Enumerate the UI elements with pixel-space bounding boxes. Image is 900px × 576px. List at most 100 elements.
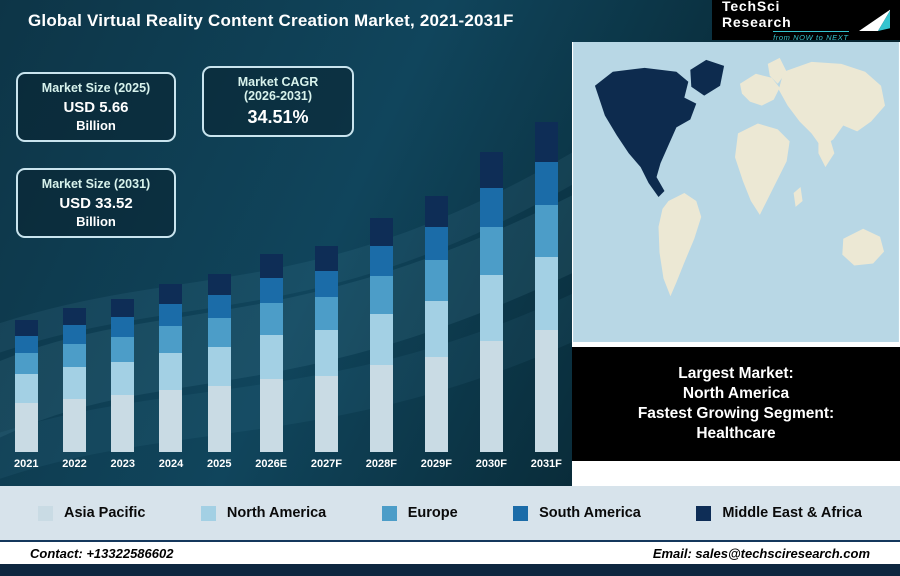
bar-stack: [369, 217, 393, 452]
bar-segment-middle-east-africa: [207, 273, 231, 296]
map-panel: Largest Market: North America Fastest Gr…: [572, 42, 900, 486]
logo-name: TechSci Research: [722, 0, 792, 30]
bar-segment-south-america: [534, 161, 558, 205]
bar-stack: [424, 196, 448, 452]
bar-segment-north-america: [111, 361, 135, 396]
bar-segment-europe: [159, 325, 183, 353]
bar-segment-asia-pacific: [207, 386, 231, 452]
footer-email: Email: sales@techsciresearch.com: [652, 545, 870, 561]
continent-scandinavia: [767, 57, 787, 84]
x-axis-label-2022: 2022: [62, 458, 87, 470]
x-axis-label-2029f: 2029F: [420, 458, 452, 470]
legend-label-south-america: South America: [539, 505, 641, 521]
x-axis-label-2028f: 2028F: [365, 458, 397, 470]
continent-africa: [735, 123, 790, 215]
world-map: [573, 42, 899, 342]
continent-north-america: [594, 67, 697, 197]
info-box-title: Market Size (2031): [41, 177, 151, 191]
bar-segment-north-america: [259, 335, 283, 379]
bar-column-2021: 2021: [14, 320, 38, 470]
bar-column-2028f: 2028F: [365, 217, 397, 470]
x-axis-label-2026e: 2026E: [255, 458, 288, 470]
bar-segment-south-america: [479, 187, 503, 227]
bar-segment-europe: [369, 276, 393, 314]
x-axis-label-2031f: 2031F: [530, 458, 562, 470]
bar-segment-middle-east-africa: [534, 122, 558, 162]
bar-segment-middle-east-africa: [159, 283, 183, 304]
bar-stack: [534, 122, 558, 452]
bar-segment-europe: [479, 226, 503, 275]
info-box-subtitle: (2026-2031): [243, 89, 313, 103]
bar-segment-asia-pacific: [259, 378, 283, 452]
bar-column-2027f: 2027F: [311, 245, 342, 470]
bar-segment-europe: [14, 353, 38, 375]
bar-segment-middle-east-africa: [479, 151, 503, 188]
info-box-value: USD 5.66: [63, 99, 129, 116]
bar-segment-middle-east-africa: [14, 320, 38, 336]
bar-segment-asia-pacific: [314, 375, 338, 452]
largest-market-label: Largest Market:: [678, 365, 794, 382]
x-axis-label-2021: 2021: [14, 458, 39, 470]
legend-label-middle-east-africa: Middle East & Africa: [722, 505, 862, 521]
bar-column-2024: 2024: [159, 283, 183, 470]
techsci-logo: TechSci Research from NOW to NEXT: [712, 0, 900, 42]
continent-greenland: [690, 59, 725, 96]
continent-europe: [739, 73, 780, 106]
bar-column-2029f: 2029F: [421, 196, 452, 470]
bar-segment-north-america: [314, 330, 338, 376]
bar-segment-middle-east-africa: [369, 217, 393, 246]
bar-stack: [111, 298, 135, 452]
logo-arrow-icon: [858, 9, 890, 31]
logo-tagline: from NOW to NEXT: [773, 31, 849, 42]
info-box-market-cagr: Market CAGR (2026-2031) 34.51%: [202, 66, 354, 137]
stacked-bar-chart: 2021 2022 2023 2024 2025 2026E 2027F 2028F 2029F…: [14, 122, 562, 470]
bar-segment-europe: [534, 204, 558, 258]
bar-segment-north-america: [14, 374, 38, 404]
bar-segment-asia-pacific: [62, 398, 86, 452]
info-box-market-size-2031: Market Size (2031) USD 33.52 Billion: [16, 168, 176, 238]
bar-segment-middle-east-africa: [259, 253, 283, 278]
legend-swatch-north-america: [200, 505, 216, 521]
info-box-unit: Billion: [76, 214, 116, 229]
legend-label-europe: Europe: [407, 505, 458, 521]
bar-column-2023: 2023: [110, 298, 135, 470]
legend-item-middle-east-africa: Middle East & Africa: [696, 505, 862, 521]
bar-segment-north-america: [424, 300, 448, 358]
bar-segment-south-america: [369, 245, 393, 277]
info-box-value: 34.51%: [247, 107, 309, 127]
info-box-title: Market Size (2025): [41, 81, 151, 95]
bar-segment-north-america: [207, 346, 231, 386]
x-axis-label-2030f: 2030F: [475, 458, 507, 470]
bar-segment-north-america: [479, 274, 503, 341]
bar-column-2031f: 2031F: [531, 122, 562, 470]
info-box-value: USD 33.52: [59, 195, 133, 212]
x-axis-label-2023: 2023: [110, 458, 135, 470]
legend-item-europe: Europe: [381, 505, 458, 521]
bar-segment-asia-pacific: [479, 340, 503, 452]
legend-swatch-middle-east-africa: [696, 505, 712, 521]
page-title: Global Virtual Reality Content Creation …: [28, 11, 514, 30]
chart-legend: Asia Pacific North America Europe South Ame…: [0, 486, 900, 540]
bar-stack: [207, 273, 231, 452]
subcontinent-india: [818, 136, 835, 168]
info-box-market-size-2025: Market Size (2025) USD 5.66 Billion: [16, 72, 176, 142]
bar-segment-north-america: [62, 367, 86, 399]
legend-label-asia-pacific: Asia Pacific: [64, 505, 146, 521]
bar-segment-north-america: [159, 352, 183, 390]
bar-segment-asia-pacific: [424, 357, 448, 452]
bar-segment-south-america: [207, 295, 231, 319]
bar-column-2030f: 2030F: [475, 151, 507, 470]
bar-column-2026e: 2026E: [255, 253, 288, 470]
bar-segment-middle-east-africa: [111, 298, 135, 318]
legend-swatch-asia-pacific: [38, 505, 53, 521]
bar-segment-south-america: [314, 270, 338, 298]
bar-segment-north-america: [369, 313, 393, 366]
legend-item-asia-pacific: Asia Pacific: [38, 505, 145, 521]
bar-segment-asia-pacific: [111, 395, 135, 452]
bar-stack: [314, 245, 338, 452]
bar-segment-middle-east-africa: [314, 245, 338, 271]
bar-segment-europe: [424, 260, 448, 301]
bar-stack: [159, 283, 183, 452]
bar-stack: [14, 320, 38, 452]
